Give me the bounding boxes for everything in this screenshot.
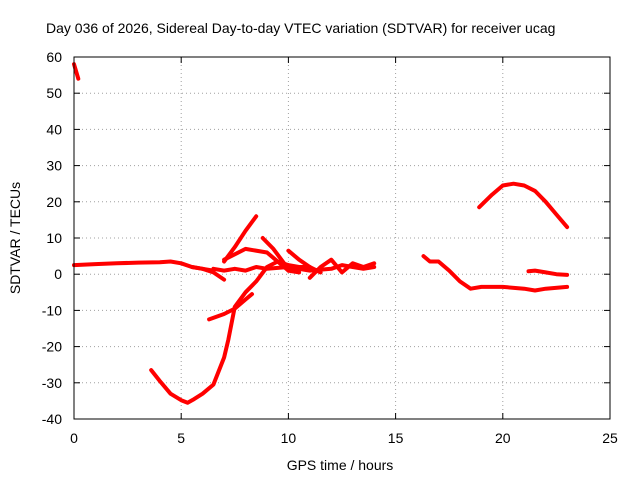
series-track-13	[526, 268, 570, 277]
series-track-7	[260, 236, 291, 273]
y-axis-label: SDTVAR / TECUs	[7, 182, 23, 294]
tick-layer: 0 5 10 15 20 25 60 50 40 30 20 10 0 -10 -20 -30 -40	[42, 49, 618, 446]
series-track-6	[222, 246, 302, 275]
series-track-14	[477, 181, 570, 230]
x-axis-label: GPS time / hours	[287, 457, 394, 473]
series-track-11	[207, 292, 254, 322]
series-track-1	[72, 62, 81, 81]
x-tick-label: 20	[495, 430, 511, 446]
chart-title: Day 036 of 2026, Sidereal Day-to-day VTE…	[46, 20, 555, 36]
y-tick-label: 30	[46, 158, 62, 174]
x-tick-label: 10	[281, 430, 297, 446]
y-tick-label: 10	[46, 230, 62, 246]
x-tick-label: 25	[602, 430, 618, 446]
series-track-9	[307, 257, 377, 280]
x-tick-label: 0	[70, 430, 78, 446]
x-tick-label: 15	[388, 430, 404, 446]
y-tick-label: -20	[42, 339, 62, 355]
y-tick-label: 40	[46, 121, 62, 137]
y-tick-label: -30	[42, 375, 62, 391]
y-tick-label: 60	[46, 49, 62, 65]
series-track-5	[222, 214, 259, 264]
x-tick-label: 5	[177, 430, 185, 446]
y-tick-label: -40	[42, 411, 62, 427]
y-tick-label: 0	[54, 266, 62, 282]
series-track-10	[149, 259, 312, 405]
series-track-3	[189, 265, 227, 282]
y-tick-label: 50	[46, 85, 62, 101]
series-track-12	[421, 254, 570, 293]
grid-layer	[74, 57, 610, 419]
y-tick-label: 20	[46, 194, 62, 210]
y-tick-label: -10	[42, 302, 62, 318]
series-layer	[72, 62, 570, 405]
